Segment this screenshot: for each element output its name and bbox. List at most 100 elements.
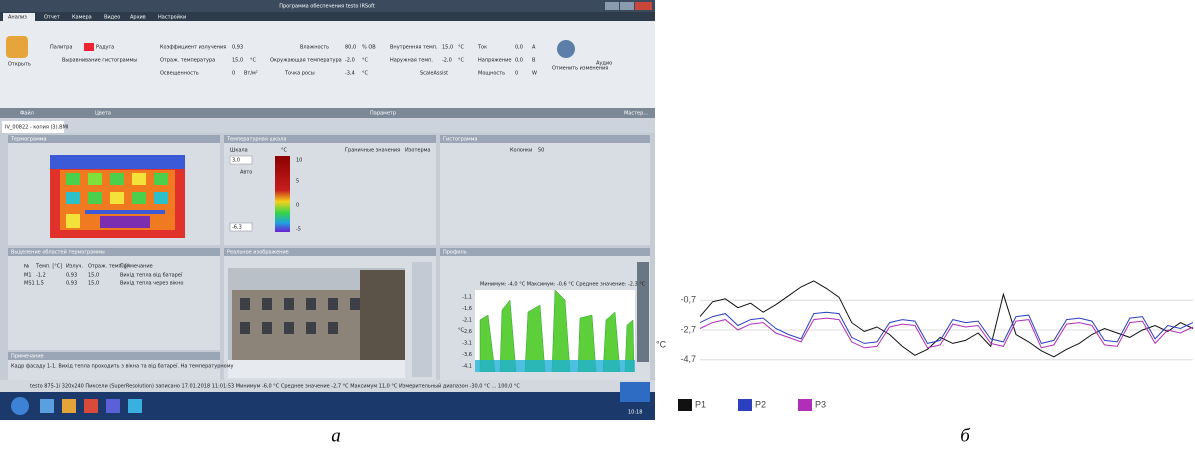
color-scale [275, 156, 290, 232]
table-header: Излуч. [66, 264, 84, 270]
document-tab-label: IV_00822 - копия (3).BMI [5, 125, 68, 131]
task-icon[interactable] [40, 399, 54, 413]
ribbon-label: % ОВ [362, 45, 376, 51]
task-icon[interactable] [62, 399, 76, 413]
table-header: Примечание [120, 264, 153, 270]
scale-min: -6,3 [232, 225, 242, 231]
ribbon-label: 0 [515, 71, 518, 77]
table-header: № [24, 264, 30, 270]
panel-title: Выделение областей термограммы [11, 249, 105, 256]
active-tab[interactable] [3, 13, 35, 21]
status-text: testo 875-1i 320x240 Пиксели (SuperResol… [30, 383, 520, 390]
ribbon-label: Аудио [596, 61, 612, 67]
limits-checkbox: Граничные значения [345, 148, 400, 154]
ribbon-label: Мастер... [624, 111, 648, 117]
open-icon[interactable] [6, 36, 28, 58]
notes-text: Кадр фасаду 1-1. Вихід тепла проходить з… [11, 364, 234, 370]
title-bar [0, 0, 655, 12]
caption: а [331, 425, 341, 446]
table-cell: MS1 [24, 281, 35, 287]
task-icon[interactable] [106, 399, 120, 413]
table-cell: 0,93 [66, 273, 77, 279]
profile-tick: -1,1 [462, 295, 472, 301]
table-cell: Вихід тепла від батареї [120, 273, 183, 279]
profile-tick: -2,6 [462, 329, 472, 335]
ribbon-label: Точка росы [284, 71, 315, 77]
ribbon-label: 15,0 [442, 45, 453, 51]
ribbon-label: Освещенность [160, 71, 199, 77]
ribbon-label: Коэффициент излучения [160, 45, 226, 51]
panel-title: Профиль [443, 250, 467, 256]
ribbon-label: °C [250, 58, 257, 64]
side-tabs[interactable] [412, 262, 432, 377]
ribbon-label: Ток [477, 45, 487, 51]
document-tab[interactable] [2, 121, 64, 133]
ribbon-label: Напряжение [478, 58, 511, 64]
isotherm-checkbox: Изотерма [405, 148, 430, 154]
palette-icon[interactable] [84, 43, 94, 51]
ribbon-label: 0 [232, 71, 235, 77]
legend-swatch [738, 399, 752, 411]
ribbon-label: Цвета [95, 111, 111, 117]
undo-icon[interactable] [557, 40, 575, 58]
ribbon [0, 21, 655, 108]
minimize[interactable] [605, 2, 619, 10]
series-line [699, 280, 1194, 358]
ribbon-label: В [532, 58, 536, 64]
ribbon-label: Параметр [370, 111, 396, 117]
ribbon-label: 15,0 [232, 58, 243, 64]
ribbon-label: Выравнивание гистограммы [62, 58, 137, 64]
tab: Отчет [44, 15, 60, 21]
profile-tick: -3,6 [462, 352, 472, 358]
taskbar [0, 392, 655, 420]
tab: Настройки [158, 14, 186, 21]
profile-tick: -4,1 [462, 364, 472, 370]
ribbon-label: Палитра [50, 45, 72, 51]
profile-ylabel: °C [458, 328, 465, 334]
ribbon-label: W [532, 71, 537, 77]
table-cell: 15,0 [88, 281, 99, 287]
ribbon-label: °C [362, 71, 369, 77]
close[interactable] [635, 2, 652, 10]
ribbon-label: 80,0 [345, 45, 356, 51]
panel-title: Гистограмма [443, 137, 478, 143]
ribbon-label: Окружающая температура [270, 58, 342, 64]
panel-title: Реальное изображение [227, 250, 289, 256]
legend-swatch [798, 399, 812, 411]
table-cell: 1,5 [36, 281, 44, 287]
table-cell: Вихід тепла через вікно [120, 281, 183, 287]
ribbon-label: Файл [20, 110, 34, 117]
scale-max-input[interactable] [229, 155, 253, 165]
panel-title: Температурная шкала [226, 137, 286, 143]
profile-tick: -1,6 [462, 306, 472, 312]
ribbon-label: Вт/м² [244, 71, 258, 77]
ribbon-label: ScaleAssist [420, 71, 448, 77]
ribbon-label: -2,0 [345, 58, 355, 64]
ribbon-label: 0,93 [232, 45, 243, 51]
table-cell: 0,93 [66, 281, 77, 287]
ribbon-label: Радуга [96, 45, 114, 51]
ribbon-label: -3,4 [345, 71, 355, 77]
task-icon[interactable] [128, 399, 142, 413]
columns-input: 50 [538, 148, 544, 154]
ribbon-label: Влажность [300, 45, 329, 51]
legend-label: P3 [815, 399, 826, 409]
app-icon[interactable] [620, 382, 650, 402]
ribbon-label: Открыть [8, 62, 31, 68]
task-icon[interactable] [84, 399, 98, 413]
y-tick-label: -4,7 [680, 354, 696, 364]
maximize[interactable] [620, 2, 634, 10]
scale-unit: °C [281, 148, 288, 154]
table-cell: -1,2 [36, 273, 46, 279]
profile-summary: Минимум: -4,0 °C Максимум: -0,6 °C Средн… [480, 282, 646, 288]
window-title: Программа обеспечения testo IRSoft [279, 4, 375, 10]
start-button[interactable] [11, 397, 29, 415]
ribbon-label: °C [362, 58, 369, 64]
scale-tick: 10 [296, 158, 302, 164]
status-bar [0, 380, 655, 392]
y-tick-label: -2,7 [680, 324, 696, 334]
scale-min-input[interactable] [229, 222, 253, 232]
profile-side[interactable] [637, 262, 649, 362]
scale-max: 3,0 [232, 158, 240, 164]
